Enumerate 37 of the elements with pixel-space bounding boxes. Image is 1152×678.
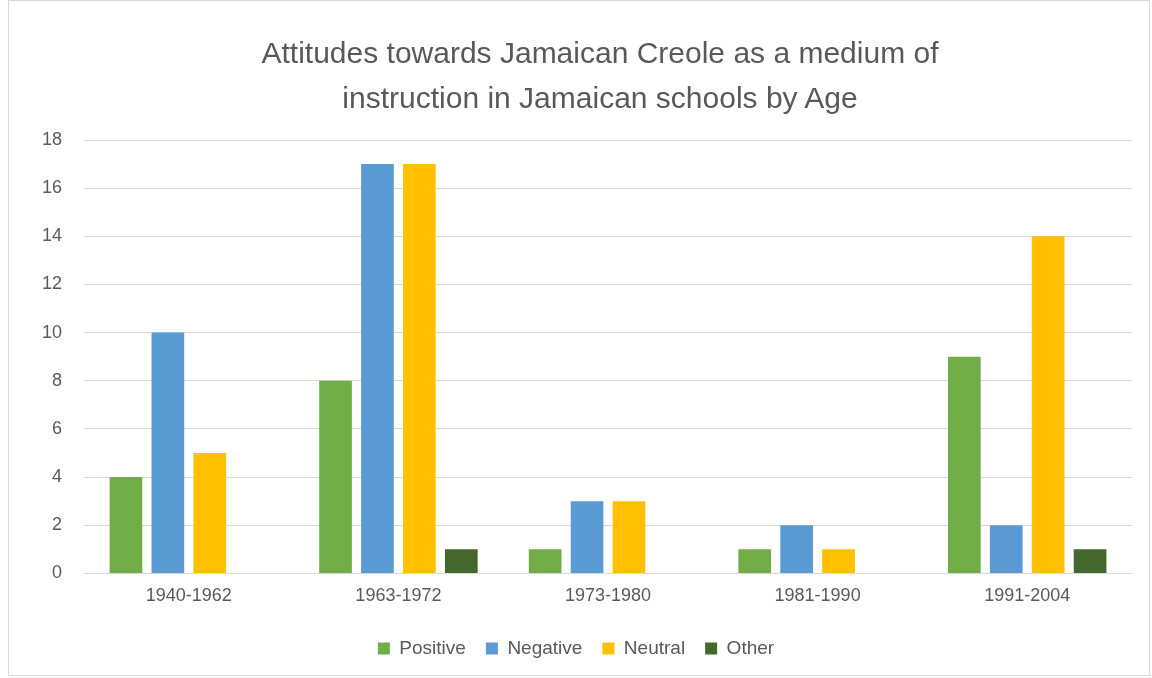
x-tick-label: 1991-2004 [984, 585, 1071, 606]
bar [989, 525, 1023, 573]
x-tick-label: 1981-1990 [774, 585, 861, 606]
chart-title: Attitudes towards Jamaican Creole as a medium of instruction in Jamaican schools by Age [260, 35, 940, 116]
y-tick-label: 6 [52, 417, 63, 438]
y-tick-label: 18 [41, 128, 63, 149]
x-tick-label: 1973-1980 [564, 585, 652, 606]
bar [109, 477, 143, 573]
bar [444, 549, 478, 573]
y-tick-label: 12 [41, 273, 63, 294]
y-tick-label: 0 [52, 562, 63, 583]
bar [570, 501, 604, 573]
y-tick-label: 8 [52, 369, 63, 390]
bar [193, 453, 227, 573]
bar [361, 164, 394, 573]
y-tick-label: 2 [52, 514, 63, 535]
bar [319, 380, 352, 573]
bar [822, 549, 855, 573]
bar [1073, 549, 1107, 573]
bar [780, 525, 813, 573]
bar [528, 549, 562, 573]
bar [151, 332, 185, 573]
y-tick-label: 10 [41, 321, 63, 342]
legend-label: Negative [507, 636, 583, 658]
bar [612, 501, 646, 573]
y-tick-label: 14 [41, 225, 63, 246]
x-tick-label: 1940-1962 [145, 585, 232, 606]
legend-label: Other [726, 636, 775, 658]
bar [1031, 236, 1065, 573]
y-tick-label: 4 [52, 466, 63, 487]
y-tick-label: 16 [41, 177, 63, 198]
bar [403, 164, 436, 573]
x-tick-label: 1963-1972 [355, 585, 442, 606]
legend-label: Neutral [623, 636, 686, 658]
legend-label: Positive [399, 636, 466, 658]
bar [947, 356, 981, 573]
bar [738, 549, 772, 573]
